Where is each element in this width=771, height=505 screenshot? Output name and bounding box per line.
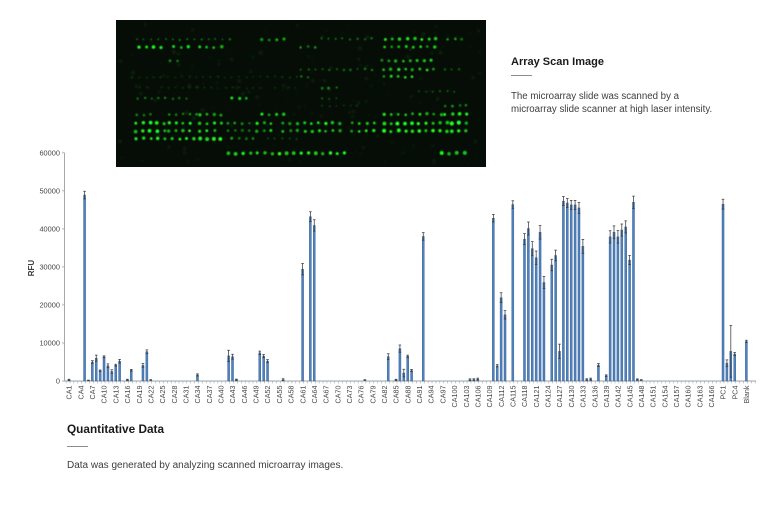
svg-text:CA166: CA166 (707, 386, 716, 408)
svg-text:CA151: CA151 (649, 386, 658, 408)
svg-text:CA79: CA79 (368, 386, 377, 404)
svg-text:50000: 50000 (39, 186, 60, 195)
svg-text:10000: 10000 (39, 339, 60, 348)
svg-text:CA160: CA160 (684, 386, 693, 408)
svg-text:CA94: CA94 (427, 386, 436, 404)
svg-text:RFU: RFU (27, 260, 36, 277)
svg-text:CA28: CA28 (170, 386, 179, 404)
svg-text:CA139: CA139 (602, 386, 611, 408)
svg-text:40000: 40000 (39, 225, 60, 234)
svg-text:CA34: CA34 (193, 386, 202, 404)
svg-text:CA31: CA31 (182, 386, 191, 404)
svg-text:CA58: CA58 (287, 386, 296, 404)
svg-text:CA157: CA157 (672, 386, 681, 408)
svg-text:CA46: CA46 (240, 386, 249, 404)
svg-text:CA22: CA22 (147, 386, 156, 404)
svg-text:CA142: CA142 (614, 386, 623, 408)
svg-text:CA49: CA49 (252, 386, 261, 404)
svg-text:30000: 30000 (39, 263, 60, 272)
svg-text:CA103: CA103 (462, 386, 471, 408)
svg-text:CA64: CA64 (310, 386, 319, 404)
svg-text:CA88: CA88 (403, 386, 412, 404)
svg-text:CA109: CA109 (485, 386, 494, 408)
svg-text:CA85: CA85 (392, 386, 401, 404)
svg-text:CA19: CA19 (135, 386, 144, 404)
svg-text:PC1: PC1 (719, 385, 728, 399)
svg-text:CA16: CA16 (123, 386, 132, 404)
svg-text:CA91: CA91 (415, 386, 424, 404)
svg-text:CA55: CA55 (275, 386, 284, 404)
svg-text:CA100: CA100 (450, 386, 459, 408)
svg-text:CA124: CA124 (544, 386, 553, 408)
svg-text:60000: 60000 (39, 148, 60, 157)
svg-text:0: 0 (56, 377, 60, 386)
svg-text:CA43: CA43 (228, 386, 237, 404)
svg-text:Blank: Blank (742, 385, 751, 403)
svg-text:CA13: CA13 (111, 386, 120, 404)
svg-text:CA37: CA37 (205, 386, 214, 404)
svg-text:CA73: CA73 (345, 386, 354, 404)
svg-text:CA1: CA1 (65, 385, 74, 399)
svg-text:20000: 20000 (39, 301, 60, 310)
svg-text:CA106: CA106 (474, 386, 483, 408)
svg-text:CA148: CA148 (637, 386, 646, 408)
svg-text:CA112: CA112 (497, 385, 506, 406)
svg-text:CA4: CA4 (76, 385, 85, 399)
svg-text:CA115: CA115 (509, 386, 518, 407)
svg-text:CA52: CA52 (263, 386, 272, 404)
svg-text:CA76: CA76 (357, 386, 366, 404)
svg-text:CA97: CA97 (438, 386, 447, 404)
svg-text:CA145: CA145 (625, 386, 634, 408)
svg-text:CA82: CA82 (380, 386, 389, 404)
svg-text:CA118: CA118 (520, 386, 529, 407)
svg-text:CA133: CA133 (579, 386, 588, 408)
svg-text:CA40: CA40 (217, 386, 226, 404)
svg-text:CA127: CA127 (555, 386, 564, 408)
svg-text:CA7: CA7 (88, 385, 97, 399)
svg-text:CA61: CA61 (298, 386, 307, 404)
svg-text:CA25: CA25 (158, 386, 167, 404)
svg-text:PC4: PC4 (730, 385, 739, 399)
svg-text:CA163: CA163 (695, 386, 704, 408)
svg-text:CA136: CA136 (590, 386, 599, 408)
svg-text:CA121: CA121 (532, 386, 541, 408)
svg-text:CA154: CA154 (660, 386, 669, 408)
svg-text:CA130: CA130 (567, 386, 576, 408)
svg-text:CA67: CA67 (322, 386, 331, 404)
svg-text:CA10: CA10 (100, 386, 109, 404)
svg-text:CA70: CA70 (333, 386, 342, 404)
